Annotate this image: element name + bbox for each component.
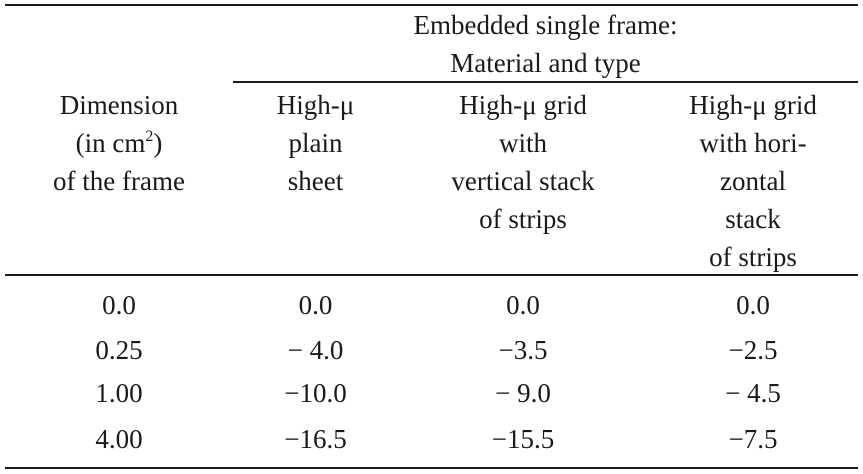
dimension-unit-suffix: ) — [153, 128, 163, 158]
cell-horizontal-grid: −2.5 — [728, 335, 778, 365]
group-header-line-2: Material and type — [450, 48, 641, 78]
plain-sheet-line-2: plain — [288, 128, 343, 158]
cell-horizontal-grid: − 4.5 — [725, 378, 781, 408]
vertical-grid-line-2: with — [498, 128, 547, 158]
dimension-line-3: of the frame — [53, 166, 185, 196]
cell-plain-sheet: − 4.0 — [287, 335, 344, 365]
cell-dimension: 4.00 — [95, 424, 143, 454]
group-header-rule — [233, 81, 858, 83]
group-header-line-1: Embedded single frame: — [413, 10, 678, 40]
horizontal-grid-line-2: with hori- — [699, 128, 807, 158]
horizontal-grid-line-5: of strips — [709, 242, 797, 272]
horizontal-grid-line-4: stack — [725, 204, 781, 234]
cell-vertical-grid: −3.5 — [498, 335, 548, 365]
column-header-vertical-grid: High-μ grid with vertical stack of strip… — [398, 86, 648, 238]
table-row: 1.00 −10.0 − 9.0 − 4.5 — [0, 371, 863, 415]
dimension-line-1: Dimension — [59, 90, 179, 120]
cell-vertical-grid: − 9.0 — [495, 378, 551, 408]
plain-sheet-line-3: sheet — [287, 166, 344, 196]
table-row: 0.25 − 4.0 −3.5 −2.5 — [0, 328, 863, 372]
table-row: 4.00 −16.5 −15.5 −7.5 — [0, 417, 863, 461]
table-row: 0.0 0.0 0.0 0.0 — [0, 283, 863, 327]
cell-dimension: 0.25 — [95, 335, 143, 365]
vertical-grid-line-1: High-μ grid — [459, 90, 587, 120]
horizontal-grid-line-3: zontal — [720, 166, 786, 196]
table-top-rule — [5, 4, 858, 6]
cell-plain-sheet: −16.5 — [284, 424, 347, 454]
cell-plain-sheet: 0.0 — [298, 290, 333, 320]
horizontal-grid-line-1: High-μ grid — [689, 90, 817, 120]
cell-dimension: 0.0 — [102, 290, 136, 320]
plain-sheet-line-1: High-μ — [276, 90, 355, 120]
vertical-grid-line-4: of strips — [479, 204, 567, 234]
dimension-unit-prefix: (in cm — [75, 128, 146, 158]
column-header-dimension: Dimension (in cm2) of the frame — [5, 86, 233, 200]
table-bottom-rule — [5, 467, 858, 469]
cell-dimension: 1.00 — [95, 378, 143, 408]
cell-vertical-grid: −15.5 — [491, 424, 555, 454]
column-header-horizontal-grid: High-μ grid with hori- zontal stack of s… — [648, 86, 858, 276]
vertical-grid-line-3: vertical stack — [451, 166, 595, 196]
dimension-unit-exponent: 2 — [145, 128, 154, 145]
header-body-rule — [5, 274, 858, 276]
column-header-plain-sheet: High-μ plain sheet — [233, 86, 398, 200]
dimension-line-2: (in cm2) — [5, 124, 233, 162]
group-header: Embedded single frame: Material and type — [233, 6, 858, 82]
cell-plain-sheet: −10.0 — [284, 378, 347, 408]
cell-vertical-grid: 0.0 — [506, 290, 540, 320]
cell-horizontal-grid: −7.5 — [728, 424, 778, 454]
cell-horizontal-grid: 0.0 — [736, 290, 770, 320]
